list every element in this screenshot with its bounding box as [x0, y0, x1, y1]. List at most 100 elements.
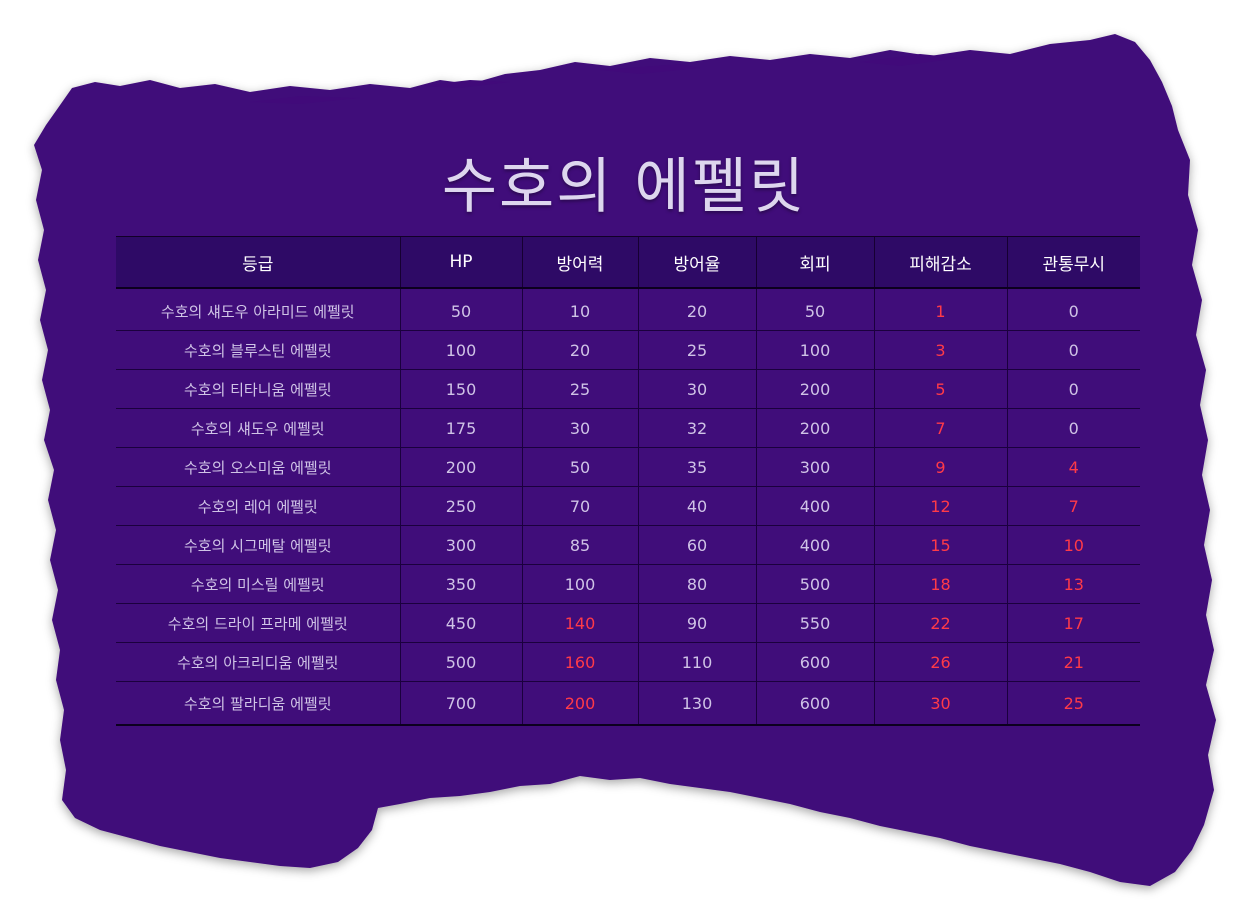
cell-defense-rate: 90	[637, 603, 756, 643]
cell-damage-reduction: 5	[873, 369, 1007, 409]
cell-evasion: 100	[755, 330, 874, 370]
cell-penetration-ignore: 0	[1006, 369, 1140, 409]
header-hp: HP	[399, 236, 522, 289]
table-row: 수호의 아크리디움 에펠릿 500 160 110 600 26 21	[116, 642, 1140, 682]
cell-penetration-ignore: 21	[1006, 642, 1140, 682]
cell-name: 수호의 오스미움 에펠릿	[116, 447, 400, 487]
cell-defense: 70	[521, 486, 638, 526]
cell-defense: 30	[521, 408, 638, 448]
cell-name: 수호의 미스릴 에펠릿	[116, 564, 400, 604]
cell-defense-rate: 110	[637, 642, 756, 682]
cell-evasion: 200	[755, 369, 874, 409]
cell-hp: 250	[399, 486, 522, 526]
cell-evasion: 500	[755, 564, 874, 604]
header-damage-reduction: 피해감소	[873, 236, 1007, 289]
cell-hp: 100	[399, 330, 522, 370]
header-defense: 방어력	[521, 236, 638, 289]
cell-defense: 20	[521, 330, 638, 370]
cell-evasion: 550	[755, 603, 874, 643]
cell-damage-reduction: 3	[873, 330, 1007, 370]
cell-penetration-ignore: 10	[1006, 525, 1140, 565]
cell-name: 수호의 드라이 프라메 에펠릿	[116, 603, 400, 643]
table-row: 수호의 드라이 프라메 에펠릿 450 140 90 550 22 17	[116, 603, 1140, 643]
cell-hp: 700	[399, 681, 522, 726]
cell-defense: 85	[521, 525, 638, 565]
cell-penetration-ignore: 0	[1006, 330, 1140, 370]
page-title: 수호의 에펠릿	[441, 152, 807, 222]
cell-damage-reduction: 1	[873, 288, 1007, 331]
table-row: 수호의 시그메탈 에펠릿 300 85 60 400 15 10	[116, 525, 1140, 565]
cell-damage-reduction: 22	[873, 603, 1007, 643]
table-row: 수호의 섀도우 아라미드 에펠릿 50 10 20 50 1 0	[116, 288, 1140, 331]
cell-defense-rate: 32	[637, 408, 756, 448]
cell-damage-reduction: 9	[873, 447, 1007, 487]
table-row: 수호의 레어 에펠릿 250 70 40 400 12 7	[116, 486, 1140, 526]
cell-hp: 350	[399, 564, 522, 604]
cell-defense: 200	[521, 681, 638, 726]
cell-evasion: 600	[755, 642, 874, 682]
cell-defense: 10	[521, 288, 638, 331]
cell-evasion: 200	[755, 408, 874, 448]
cell-defense-rate: 80	[637, 564, 756, 604]
cell-defense: 140	[521, 603, 638, 643]
table-row: 수호의 팔라디움 에펠릿 700 200 130 600 30 25	[116, 681, 1140, 726]
cell-penetration-ignore: 17	[1006, 603, 1140, 643]
cell-penetration-ignore: 0	[1006, 288, 1140, 331]
cell-hp: 175	[399, 408, 522, 448]
header-penetration-ignore: 관통무시	[1006, 236, 1140, 289]
cell-penetration-ignore: 7	[1006, 486, 1140, 526]
cell-name: 수호의 레어 에펠릿	[116, 486, 400, 526]
cell-damage-reduction: 30	[873, 681, 1007, 726]
cell-evasion: 600	[755, 681, 874, 726]
cell-damage-reduction: 15	[873, 525, 1007, 565]
cell-hp: 150	[399, 369, 522, 409]
table-row: 수호의 오스미움 에펠릿 200 50 35 300 9 4	[116, 447, 1140, 487]
table-row: 수호의 티타니움 에펠릿 150 25 30 200 5 0	[116, 369, 1140, 409]
cell-defense-rate: 40	[637, 486, 756, 526]
table-row: 수호의 블루스틴 에펠릿 100 20 25 100 3 0	[116, 330, 1140, 370]
cell-defense: 25	[521, 369, 638, 409]
epaulet-stats-table: 등급 HP 방어력 방어율 회피 피해감소 관통무시 수호의 섀도우 아라미드 …	[116, 236, 1140, 726]
cell-damage-reduction: 7	[873, 408, 1007, 448]
cell-defense: 100	[521, 564, 638, 604]
cell-hp: 50	[399, 288, 522, 331]
cell-evasion: 400	[755, 486, 874, 526]
cell-penetration-ignore: 4	[1006, 447, 1140, 487]
cell-penetration-ignore: 13	[1006, 564, 1140, 604]
cell-name: 수호의 티타니움 에펠릿	[116, 369, 400, 409]
header-evasion: 회피	[755, 236, 874, 289]
cell-name: 수호의 팔라디움 에펠릿	[116, 681, 400, 726]
table-row: 수호의 섀도우 에펠릿 175 30 32 200 7 0	[116, 408, 1140, 448]
cell-hp: 200	[399, 447, 522, 487]
cell-name: 수호의 아크리디움 에펠릿	[116, 642, 400, 682]
cell-damage-reduction: 18	[873, 564, 1007, 604]
cell-defense-rate: 130	[637, 681, 756, 726]
cell-name: 수호의 블루스틴 에펠릿	[116, 330, 400, 370]
cell-name: 수호의 섀도우 아라미드 에펠릿	[116, 288, 400, 331]
cell-defense: 50	[521, 447, 638, 487]
header-grade: 등급	[116, 236, 400, 289]
table-row: 수호의 미스릴 에펠릿 350 100 80 500 18 13	[116, 564, 1140, 604]
header-defense-rate: 방어율	[637, 236, 756, 289]
cell-name: 수호의 시그메탈 에펠릿	[116, 525, 400, 565]
cell-damage-reduction: 12	[873, 486, 1007, 526]
brush-streaks	[250, 54, 960, 104]
cell-penetration-ignore: 25	[1006, 681, 1140, 726]
cell-defense-rate: 25	[637, 330, 756, 370]
cell-defense-rate: 60	[637, 525, 756, 565]
cell-evasion: 300	[755, 447, 874, 487]
cell-hp: 500	[399, 642, 522, 682]
cell-penetration-ignore: 0	[1006, 408, 1140, 448]
cell-name: 수호의 섀도우 에펠릿	[116, 408, 400, 448]
cell-evasion: 50	[755, 288, 874, 331]
table-header-row: 등급 HP 방어력 방어율 회피 피해감소 관통무시	[116, 236, 1140, 289]
cell-defense-rate: 20	[637, 288, 756, 331]
cell-hp: 450	[399, 603, 522, 643]
cell-evasion: 400	[755, 525, 874, 565]
cell-damage-reduction: 26	[873, 642, 1007, 682]
cell-defense-rate: 35	[637, 447, 756, 487]
cell-hp: 300	[399, 525, 522, 565]
cell-defense: 160	[521, 642, 638, 682]
cell-defense-rate: 30	[637, 369, 756, 409]
